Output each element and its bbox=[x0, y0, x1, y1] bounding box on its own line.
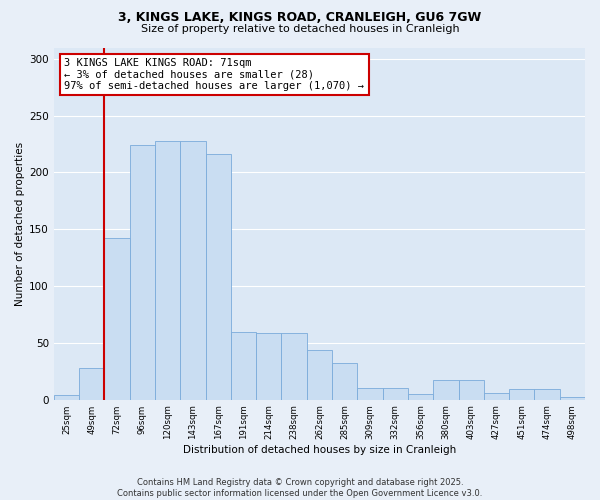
Y-axis label: Number of detached properties: Number of detached properties bbox=[15, 142, 25, 306]
Bar bbox=[458, 380, 484, 400]
Bar bbox=[130, 145, 155, 400]
Bar bbox=[281, 332, 307, 400]
Bar bbox=[560, 398, 585, 400]
Bar bbox=[231, 332, 256, 400]
Text: Contains HM Land Registry data © Crown copyright and database right 2025.
Contai: Contains HM Land Registry data © Crown c… bbox=[118, 478, 482, 498]
Bar bbox=[54, 395, 79, 400]
Bar bbox=[433, 380, 458, 400]
Bar bbox=[206, 154, 231, 400]
Bar bbox=[155, 140, 180, 400]
Bar bbox=[408, 394, 433, 400]
Bar bbox=[79, 368, 104, 400]
Bar bbox=[332, 364, 358, 400]
Bar bbox=[358, 388, 383, 400]
Bar bbox=[307, 350, 332, 400]
Text: 3, KINGS LAKE, KINGS ROAD, CRANLEIGH, GU6 7GW: 3, KINGS LAKE, KINGS ROAD, CRANLEIGH, GU… bbox=[118, 11, 482, 24]
Text: Size of property relative to detached houses in Cranleigh: Size of property relative to detached ho… bbox=[140, 24, 460, 34]
Bar bbox=[180, 140, 206, 400]
Text: 3 KINGS LAKE KINGS ROAD: 71sqm
← 3% of detached houses are smaller (28)
97% of s: 3 KINGS LAKE KINGS ROAD: 71sqm ← 3% of d… bbox=[64, 58, 364, 92]
Bar bbox=[535, 390, 560, 400]
Bar bbox=[484, 393, 509, 400]
Bar bbox=[104, 238, 130, 400]
Bar bbox=[383, 388, 408, 400]
Bar bbox=[256, 332, 281, 400]
X-axis label: Distribution of detached houses by size in Cranleigh: Distribution of detached houses by size … bbox=[183, 445, 456, 455]
Bar bbox=[509, 390, 535, 400]
